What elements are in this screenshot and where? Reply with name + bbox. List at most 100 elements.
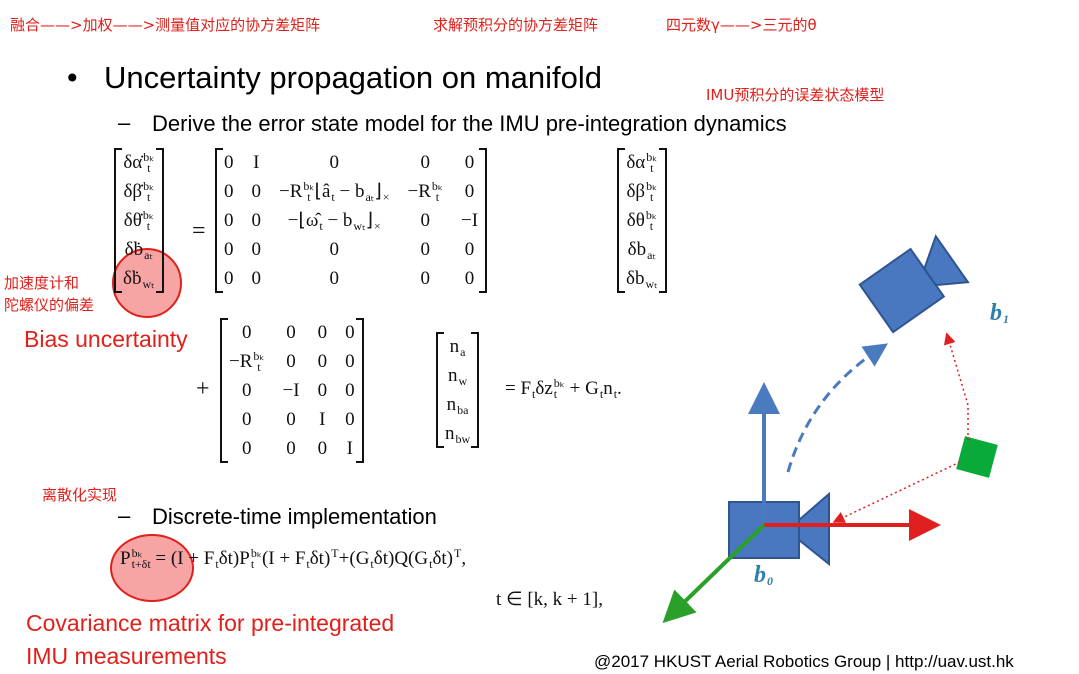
matrix-cell: n a [436, 332, 479, 361]
matrix-row: δḃ aₜ [114, 235, 164, 264]
annotation: Covariance matrix for pre-integrated [26, 610, 395, 636]
matrix-cell: 0 [270, 235, 399, 264]
script: bw [456, 423, 471, 445]
math-base: δb [626, 267, 645, 289]
sub: t [147, 160, 151, 175]
script: bₖ t [553, 376, 565, 400]
math-text: 0 [251, 180, 262, 202]
script: bₖ t [646, 180, 657, 203]
math-text: −I [282, 379, 300, 401]
camera-b1 [858, 234, 970, 334]
math-text: 0 [345, 321, 355, 343]
dash-mark: – [118, 503, 131, 528]
matrix-cell: 0 [399, 264, 453, 293]
math-text: 0 [242, 408, 252, 430]
sub: wₜ [645, 276, 658, 291]
sub: wₜ [353, 219, 366, 233]
sup: bₖ [143, 149, 155, 164]
math-text: 0 [224, 238, 234, 260]
matrix-cell: δα̇ bₖ t [114, 148, 164, 177]
imu-box [956, 436, 998, 478]
math-text: 0 [345, 379, 355, 401]
frame-label: b 1 [990, 300, 1009, 327]
math-text: 0 [224, 180, 234, 202]
matrix-row: δθ̇ bₖ t [114, 206, 164, 235]
math-symbol: F t [295, 548, 310, 570]
math-text: I [253, 151, 260, 173]
sub: × [374, 218, 381, 233]
footer: @2017 HKUST Aerial Robotics Group | http… [594, 652, 1014, 671]
sup: T [331, 546, 339, 560]
annotation: IMU measurements [26, 643, 227, 669]
matrix-cell: 0 [274, 347, 309, 376]
math-symbol: b 0 [754, 562, 773, 589]
math-symbol: δḃ aₜ [125, 239, 153, 261]
bullet-mark: • [64, 62, 81, 95]
matrix-cell: 0 [274, 318, 309, 347]
math-text: 0 [345, 350, 355, 372]
matrix-row: δḃ wₜ [114, 264, 164, 293]
math-text: 0 [224, 151, 234, 173]
sup: bₖ [250, 546, 262, 560]
math-symbol: n a [450, 336, 466, 358]
camera-b0 [728, 491, 830, 567]
matrix-cell: δḃ wₜ [114, 264, 164, 293]
script: t [600, 378, 603, 400]
script: aₜ [647, 239, 656, 261]
math-text: = [505, 378, 521, 399]
math-text: 0 [251, 267, 262, 289]
sup: bₖ [553, 376, 565, 390]
matrix-row: δα̇ bₖ t [114, 148, 164, 177]
math-symbol: δḃ wₜ [123, 268, 155, 290]
matrix-cell: 0 [243, 206, 271, 235]
annotation: Bias uncertainty [24, 326, 188, 352]
matrix-cell: δḃ aₜ [114, 235, 164, 264]
math-text: 0 [317, 379, 328, 401]
script: wₜ [645, 268, 657, 290]
script: t [614, 378, 617, 400]
sup: bₖ [646, 149, 658, 164]
sub: t [429, 557, 433, 571]
math-text: 0 [464, 180, 475, 202]
math-base: F [520, 378, 532, 399]
matrix-cell: −I [452, 206, 487, 235]
math-base: ⌋ [374, 181, 382, 202]
matrix-cell: 0 [215, 235, 243, 264]
sup: bₖ [131, 546, 143, 560]
math-text: 0 [242, 379, 252, 401]
matrix-cell: 0 [399, 206, 453, 235]
math-base: δθ [626, 209, 645, 231]
matrix-cell: I [309, 405, 337, 434]
sub: t [435, 189, 440, 204]
matrix-cell: 0 [399, 235, 453, 264]
math-base: δβ [626, 180, 646, 202]
sub: ba [457, 402, 469, 417]
math-base: G [355, 548, 370, 569]
sub: t [370, 557, 374, 571]
math-base: δα̇ [123, 151, 143, 173]
math-text: 0 [329, 267, 340, 289]
math-symbol: â t [322, 181, 335, 203]
math-symbol: ⌋ × [374, 180, 389, 203]
math-base: R [289, 181, 303, 202]
matrix-cell: δθ bₖ t [617, 206, 667, 235]
matrix-row: 0 0 −⌊ ω̂ t − b wₜ ⌋ × 0 −I [215, 206, 487, 235]
annotation: 陀螺仪的偏差 [4, 296, 95, 314]
script: bₖ t [432, 180, 443, 204]
matrix-cell: 0 [336, 347, 364, 376]
math-text: 0 [317, 350, 328, 372]
sub: 0 [767, 573, 773, 588]
dash-mark: – [118, 110, 131, 135]
vector: δα̇ bₖ t δβ̇ bₖ t δθ̇ bₖ t δḃ aₜ δḃ wₜ [114, 148, 164, 293]
math-text: 0 [464, 238, 475, 260]
matrix-cell: I [243, 148, 271, 177]
matrix-row: δα bₖ t [617, 148, 667, 177]
math-base: δḃ [124, 238, 144, 260]
sub: t [146, 218, 151, 233]
math-text: 0 [286, 350, 296, 372]
